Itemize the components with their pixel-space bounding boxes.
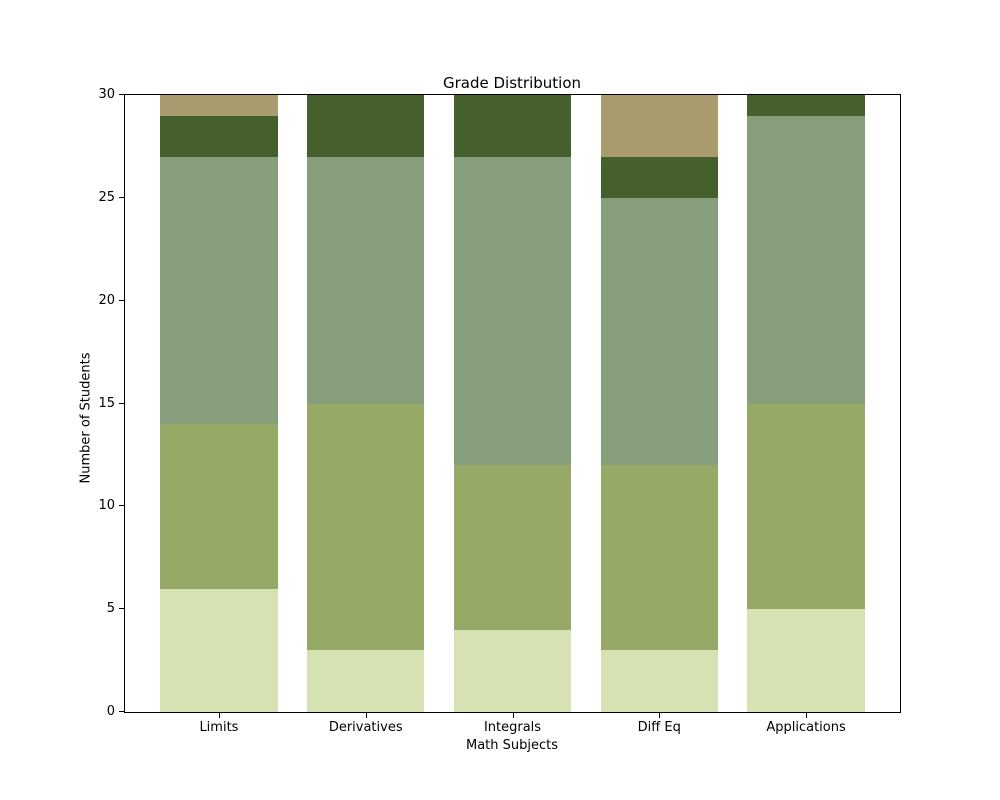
bar-segment-derivatives-band-1-light-green: [307, 650, 425, 712]
bar-segment-derivatives-band-4-dark-green: [307, 95, 425, 157]
y-tick-label-30: 30: [98, 87, 115, 102]
bar-segment-limits-band-3-sage-green: [160, 156, 278, 425]
x-tick-mark-diff-eq: [659, 713, 660, 718]
x-tick-label-applications: Applications: [766, 720, 846, 735]
x-tick-mark-applications: [806, 713, 807, 718]
chart-title: Grade Distribution: [442, 74, 582, 92]
y-tick-mark-5: [119, 608, 124, 609]
y-tick-label-20: 20: [98, 292, 115, 308]
bar-diff-eq: [600, 95, 718, 712]
bar-derivatives: [307, 95, 425, 712]
bar-segment-applications-band-2-olive-green: [747, 403, 865, 610]
bar-segment-integrals-band-1-light-green: [453, 629, 572, 712]
bar-segment-diff-eq-band-4-dark-green: [600, 156, 718, 198]
x-axis-label: Math Subjects: [465, 738, 559, 753]
x-tick-mark-derivatives: [366, 713, 367, 718]
bar-applications: [747, 95, 865, 712]
bar-segment-applications-band-1-light-green: [747, 609, 865, 712]
y-tick-label-10: 10: [98, 498, 115, 514]
y-tick-mark-15: [119, 403, 124, 404]
bar-segment-limits-band-5-tan: [160, 95, 278, 116]
y-tick-label-0: 0: [106, 704, 115, 719]
bar-segment-applications-band-3-sage-green: [747, 115, 865, 404]
y-tick-mark-25: [119, 197, 124, 198]
y-tick-label-5: 5: [106, 601, 115, 617]
bar-segment-diff-eq-band-1-light-green: [600, 650, 718, 712]
bar-segment-integrals-band-2-olive-green: [453, 465, 572, 630]
bar-segment-diff-eq-band-2-olive-green: [600, 465, 718, 651]
y-tick-label-25: 25: [98, 189, 115, 205]
bar-segment-limits-band-1-light-green: [160, 588, 278, 712]
y-tick-label-15: 15: [98, 395, 115, 411]
y-tick-mark-30: [119, 94, 124, 95]
bar-segment-integrals-band-4-dark-green: [453, 95, 572, 157]
x-tick-label-limits: Limits: [199, 720, 239, 735]
bar-integrals: [453, 95, 572, 712]
bar-segment-diff-eq-band-3-sage-green: [600, 197, 718, 466]
y-tick-mark-10: [119, 505, 124, 506]
x-tick-mark-integrals: [513, 713, 514, 718]
y-tick-mark-20: [119, 300, 124, 301]
bar-segment-derivatives-band-2-olive-green: [307, 403, 425, 651]
x-tick-mark-limits: [219, 713, 220, 718]
x-tick-label-diff-eq: Diff Eq: [637, 720, 681, 735]
y-axis-label: Number of Students: [78, 352, 94, 484]
bar-limits: [160, 95, 278, 712]
y-tick-mark-0: [119, 711, 124, 712]
bar-segment-integrals-band-3-sage-green: [453, 156, 572, 466]
x-tick-label-derivatives: Derivatives: [328, 720, 403, 735]
bar-segment-limits-band-2-olive-green: [160, 424, 278, 589]
plot-area: [124, 94, 901, 713]
bar-segment-limits-band-4-dark-green: [160, 115, 278, 157]
bar-segment-diff-eq-band-5-tan: [600, 95, 718, 157]
x-tick-label-integrals: Integrals: [483, 720, 542, 735]
bar-segment-derivatives-band-3-sage-green: [307, 156, 425, 404]
bars-layer: [125, 95, 900, 712]
bar-segment-applications-band-4-dark-green: [747, 95, 865, 116]
